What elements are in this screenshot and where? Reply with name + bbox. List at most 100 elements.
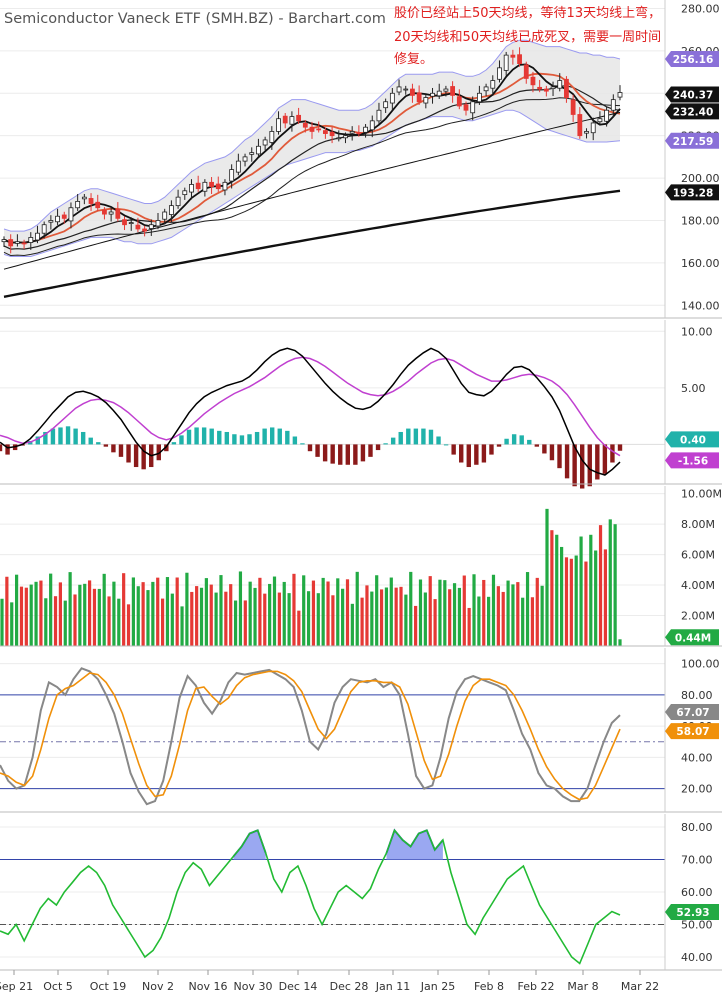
candle-body (102, 209, 107, 215)
volume-bar (555, 534, 559, 646)
price-tick-label: 280.00 (681, 2, 720, 15)
macd-histogram-bar (572, 444, 577, 487)
price-bb-upper-tag (665, 51, 719, 68)
volume-bar (24, 587, 28, 646)
candle-body (443, 88, 449, 92)
macd-histogram-bar (156, 444, 161, 461)
candle-body (302, 122, 308, 128)
volume-bar (579, 536, 583, 646)
volume-bar (63, 600, 67, 646)
volume-bar (584, 561, 588, 646)
macd-histogram-bar (496, 444, 502, 447)
chart-title: Semiconductor Vaneck ETF (SMH.BZ) - Barc… (4, 11, 386, 27)
volume-bar (0, 598, 4, 646)
macd-histogram-bar (443, 444, 449, 446)
volume-bar (501, 591, 505, 646)
macd-histogram-bar (413, 428, 419, 445)
candle-body (363, 126, 368, 133)
volume-bar (238, 571, 243, 646)
candle-body (517, 54, 522, 64)
macd-panel: 5.00 10.00 0.40 -1.56 (0, 320, 722, 489)
candle-body (329, 131, 335, 137)
volume-bar (511, 584, 515, 646)
volume-bar (355, 571, 359, 646)
candle-body (436, 90, 442, 97)
candle-body (617, 92, 623, 98)
candle-body (309, 126, 315, 132)
candle-body (215, 183, 221, 190)
macd-histogram-bar (315, 444, 320, 457)
volume-bar (268, 583, 272, 646)
macd-histogram-bar (171, 442, 177, 445)
candle-body (14, 241, 20, 244)
volume-tick-label: 10.00M (681, 488, 722, 501)
price-panel: 140.00160.00180.00200.00220.00240.00260.… (0, 0, 722, 319)
volume-bar (131, 577, 135, 646)
volume-bar (49, 573, 53, 646)
price-tick-label: 200.00 (681, 172, 720, 185)
volume-bar (414, 605, 418, 646)
rsi-overbought-fill (233, 830, 266, 860)
volume-bar (409, 571, 413, 646)
macd-histogram-bar (300, 443, 305, 445)
volume-bar (394, 587, 398, 646)
macd-histogram-bar (5, 444, 10, 455)
macd-histogram-bar (383, 443, 388, 445)
candle-body (175, 196, 181, 207)
volume-bar (560, 546, 564, 646)
macd-histogram-bar (436, 436, 441, 445)
volume-bar (428, 576, 432, 646)
volume-bar (477, 596, 481, 646)
macd-histogram-bar (262, 428, 267, 445)
candle-body (168, 205, 174, 215)
rsi-panel: 40.00 50.00 60.00 70.00 80.00 52.93 (0, 814, 722, 971)
macd-histogram-bar (511, 434, 517, 445)
macd-histogram-bar (217, 430, 222, 445)
rsi-tick-label: 60.00 (681, 886, 713, 899)
candle-body (577, 114, 583, 137)
volume-bar (92, 588, 97, 646)
macd-histogram-bar (80, 431, 86, 445)
macd-hist-tag (665, 431, 719, 448)
x-tick-label: Jan 25 (420, 980, 455, 993)
candle-body (115, 209, 121, 219)
candle-body (195, 182, 201, 190)
macd-histogram-bar (179, 435, 184, 445)
candle-body (162, 211, 168, 220)
annotation-line-1: 股价已经站上50天均线，等待13天均线上弯， (394, 5, 661, 21)
volume-bar (117, 598, 121, 646)
ma-200-line (3, 189, 621, 298)
candle-body (343, 135, 348, 139)
rsi-tick-label: 50.00 (681, 919, 713, 932)
volume-bar (156, 577, 160, 646)
volume-last-value: 0.44M (675, 632, 711, 644)
candle-body (108, 211, 114, 215)
macd-histogram-bar (322, 444, 328, 462)
macd-histogram-bar (579, 444, 585, 489)
price-bb-lower-value: 217.59 (673, 136, 714, 148)
macd-histogram-bar (368, 444, 373, 457)
macd-histogram-bar (35, 436, 41, 445)
price-close-value: 240.37 (673, 89, 714, 101)
macd-histogram-bar (466, 444, 471, 468)
volume-bar (452, 583, 457, 646)
candle-body (430, 92, 435, 97)
x-tick-label: Mar 8 (567, 980, 598, 993)
candle-body (8, 239, 14, 247)
volume-bar (14, 574, 19, 646)
candle-body (410, 88, 415, 96)
stoch-tick-label: 80.00 (681, 689, 713, 702)
volume-bar (457, 587, 462, 646)
volume-bar (594, 550, 598, 646)
volume-bar (287, 593, 291, 646)
volume-bar (316, 593, 320, 646)
candle-body (222, 181, 228, 191)
candle-body (296, 114, 302, 122)
volume-bar (58, 582, 62, 646)
candle-body (416, 92, 422, 103)
volume-bar (491, 574, 496, 646)
candle-body (41, 224, 47, 234)
macd-histogram-bar (186, 429, 192, 445)
rsi-last-tag (665, 903, 719, 920)
